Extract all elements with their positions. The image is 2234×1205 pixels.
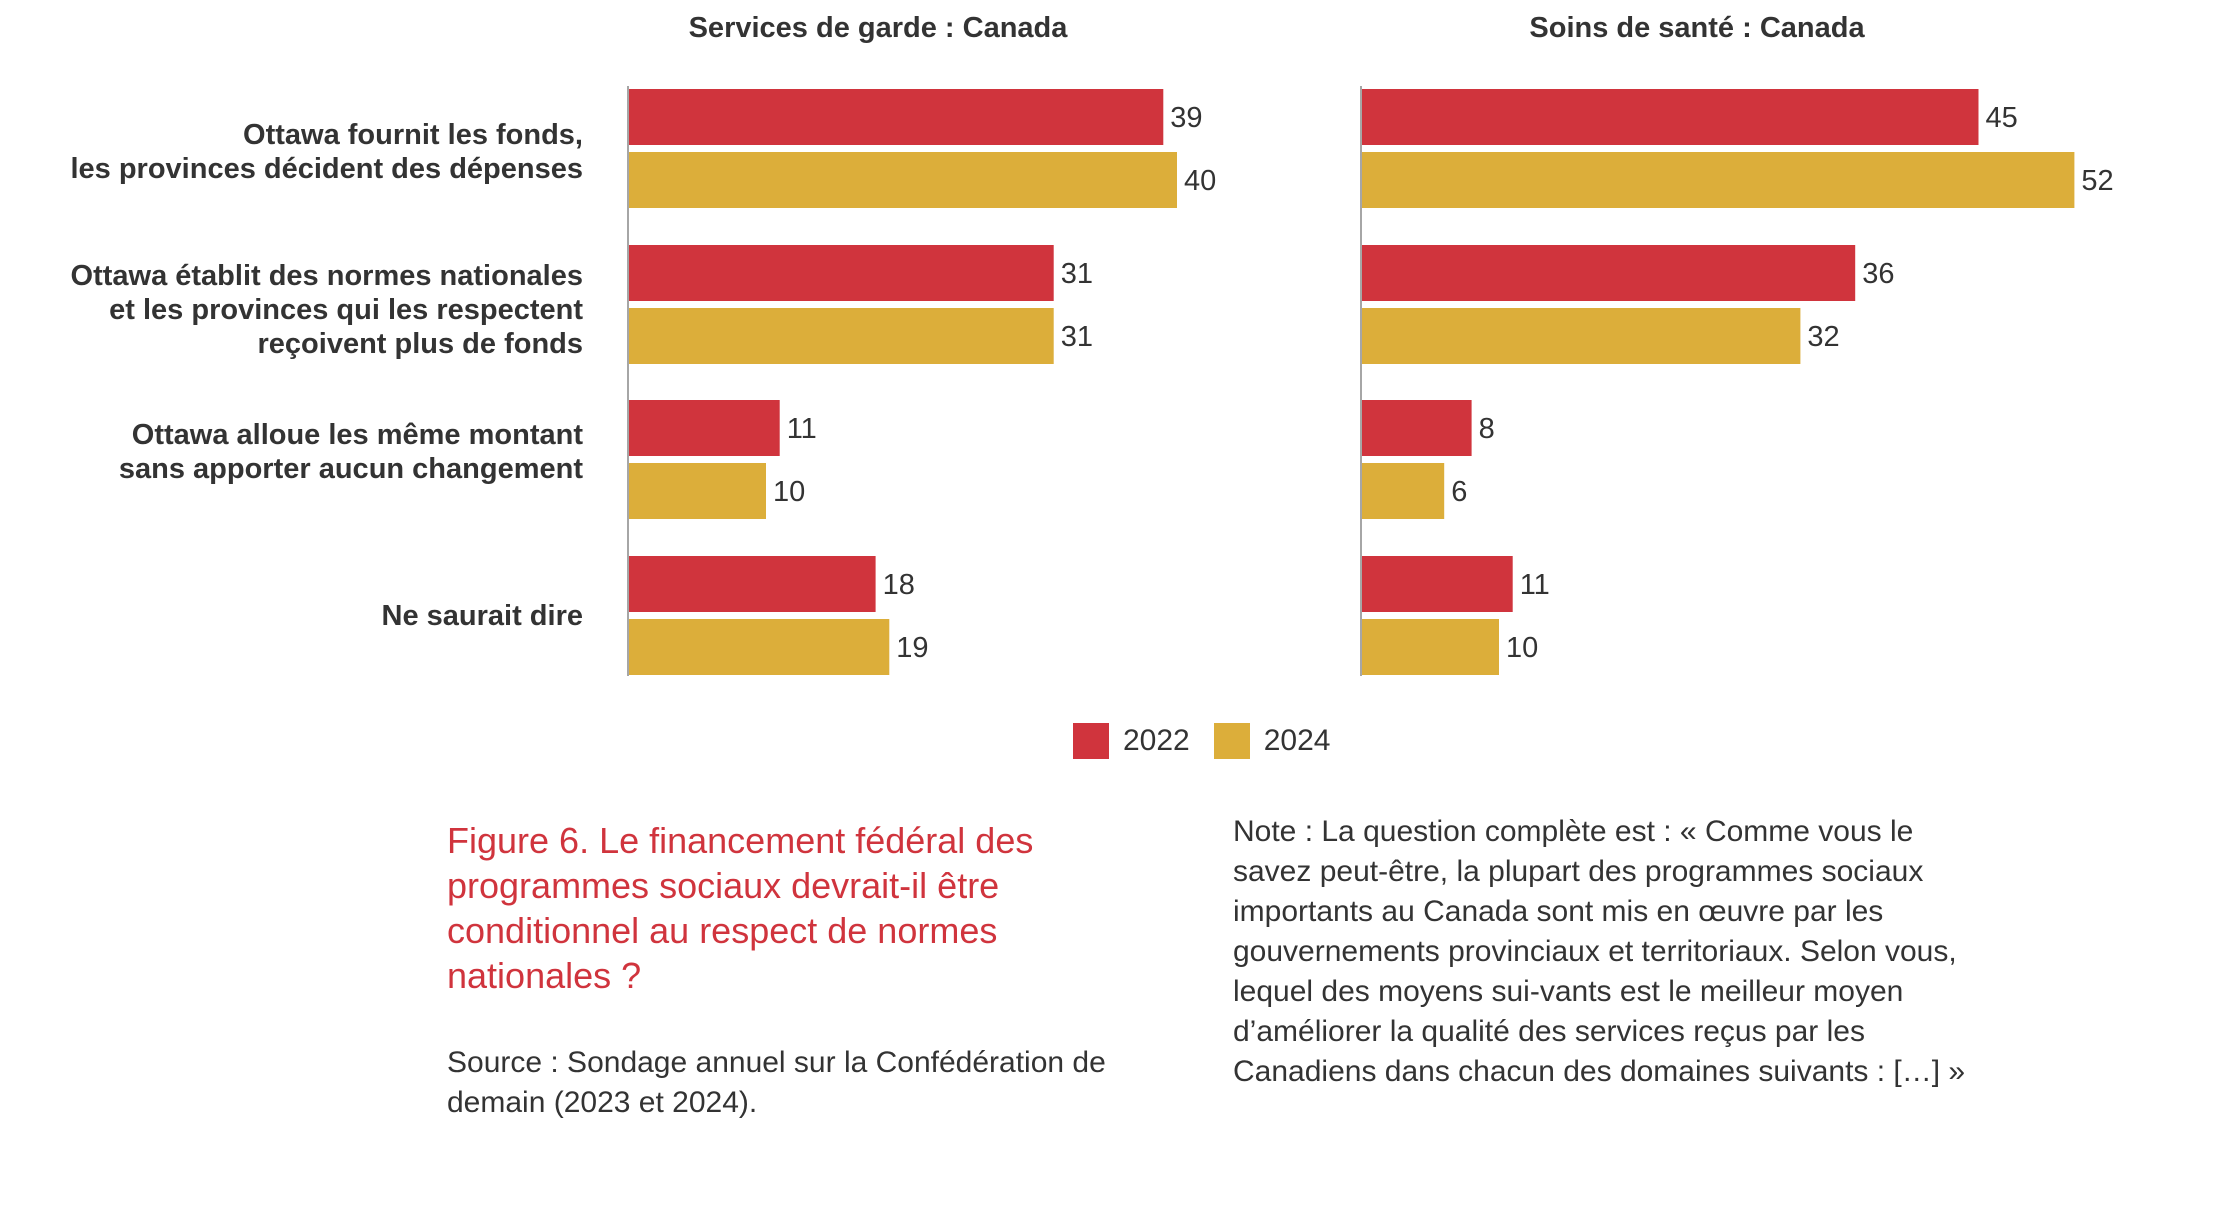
- data-label-healthcare-2024-cat2: 32: [1807, 321, 1839, 353]
- legend-label-2024: 2024: [1263, 724, 1331, 757]
- data-label-childcare-2022-cat4: 18: [883, 569, 915, 601]
- bar-healthcare-2022-cat2: [1362, 245, 1856, 301]
- legend-item-2022: 2022: [1073, 723, 1190, 759]
- data-label-healthcare-2024-cat4: 10: [1506, 632, 1538, 664]
- bar-healthcare-2024-cat2: [1362, 308, 1801, 364]
- category-label-1: Ottawa fournit les fonds, les provinces …: [70, 119, 583, 185]
- bar-childcare-2022-cat2: [629, 245, 1054, 301]
- bar-healthcare-2022-cat1: [1362, 89, 1979, 145]
- panel-title-childcare: Services de garde : Canada: [688, 12, 1068, 44]
- legend: 2022 2024: [1073, 723, 1355, 759]
- bar-healthcare-2024-cat4: [1362, 619, 1499, 675]
- data-label-healthcare-2024-cat3: 6: [1451, 476, 1467, 508]
- data-label-childcare-2024-cat4: 19: [896, 632, 928, 664]
- bar-healthcare-2022-cat3: [1362, 400, 1472, 456]
- data-label-childcare-2024-cat1: 40: [1184, 165, 1216, 197]
- bar-childcare-2022-cat1: [629, 89, 1164, 145]
- bar-childcare-2022-cat4: [629, 556, 876, 612]
- legend-item-2024: 2024: [1213, 723, 1331, 759]
- data-label-childcare-2024-cat2: 31: [1061, 321, 1093, 353]
- data-label-childcare-2024-cat3: 10: [773, 476, 805, 508]
- category-label-2: Ottawa établit des normes nationales et …: [70, 260, 583, 360]
- data-label-childcare-2022-cat1: 39: [1170, 102, 1202, 134]
- bar-chart: 39 40 31 31 11 10 18 19 45 52 36 32 86 11 10: [627, 86, 2114, 676]
- category-label-3: Ottawa alloue les même montant sans appo…: [118, 419, 583, 485]
- category-label-4: Ne saurait dire: [381, 600, 583, 632]
- bar-healthcare-2024-cat1: [1362, 152, 2075, 208]
- data-label-healthcare-2024-cat1: 52: [2081, 165, 2113, 197]
- figure-title: Figure 6. Le financement fédéral des pro…: [447, 820, 1034, 996]
- bar-healthcare-2024-cat3: [1362, 463, 1445, 519]
- data-label-healthcare-2022-cat4: 11: [1520, 569, 1550, 601]
- bar-childcare-2024-cat3: [629, 463, 766, 519]
- data-label-healthcare-2022-cat2: 36: [1862, 258, 1894, 290]
- data-label-childcare-2022-cat2: 31: [1061, 258, 1093, 290]
- data-label-healthcare-2022-cat3: 8: [1479, 413, 1495, 445]
- legend-swatch-2022: [1073, 723, 1109, 759]
- legend-swatch-2024: [1213, 723, 1250, 759]
- bar-childcare-2024-cat2: [629, 308, 1054, 364]
- bar-healthcare-2022-cat4: [1362, 556, 1513, 612]
- data-label-childcare-2022-cat3: 11: [787, 413, 817, 445]
- bar-childcare-2024-cat1: [629, 152, 1177, 208]
- panel-title-healthcare: Soins de santé : Canada: [1529, 12, 1865, 44]
- source-text: Source : Sondage annuel sur la Confédéra…: [447, 1046, 1106, 1119]
- data-label-healthcare-2022-cat1: 45: [1986, 102, 2018, 134]
- legend-label-2022: 2022: [1123, 724, 1190, 757]
- bar-childcare-2022-cat3: [629, 400, 780, 456]
- bar-childcare-2024-cat4: [629, 619, 890, 675]
- note-text: Note : La question complète est : « Comm…: [1233, 815, 1966, 1088]
